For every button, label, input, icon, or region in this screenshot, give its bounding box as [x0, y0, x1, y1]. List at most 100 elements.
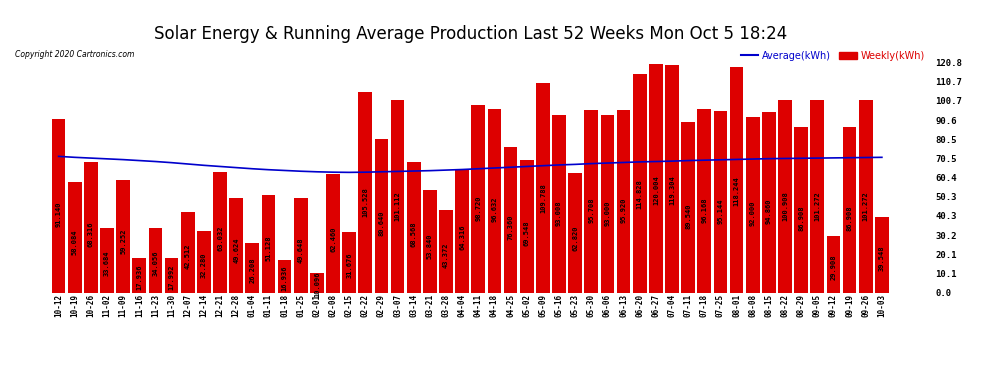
Bar	[778, 100, 792, 292]
Text: 95.144: 95.144	[718, 198, 724, 224]
Bar	[504, 147, 518, 292]
Text: 16.936: 16.936	[281, 265, 288, 291]
Bar	[197, 231, 211, 292]
Bar	[261, 195, 275, 292]
Bar	[310, 273, 324, 292]
Text: 26.208: 26.208	[249, 257, 255, 283]
Bar	[730, 68, 743, 292]
Bar	[181, 211, 195, 292]
Text: 63.032: 63.032	[217, 226, 223, 251]
Bar	[714, 111, 728, 292]
Bar	[488, 108, 501, 292]
Bar	[827, 236, 841, 292]
Text: 29.908: 29.908	[831, 254, 837, 280]
Title: Solar Energy & Running Average Production Last 52 Weeks Mon Oct 5 18:24: Solar Energy & Running Average Productio…	[153, 26, 787, 44]
Bar	[423, 190, 437, 292]
Text: 49.624: 49.624	[234, 237, 240, 263]
Text: 92.000: 92.000	[749, 201, 755, 226]
Bar	[51, 119, 65, 292]
Bar	[633, 74, 646, 292]
Bar	[278, 260, 291, 292]
Bar	[358, 92, 372, 292]
Bar	[455, 170, 469, 292]
Text: 86.908: 86.908	[798, 205, 804, 231]
Text: 10.096: 10.096	[314, 271, 320, 297]
Bar	[133, 258, 147, 292]
Bar	[794, 127, 808, 292]
Text: 120.004: 120.004	[652, 175, 659, 205]
Text: 69.548: 69.548	[524, 220, 530, 246]
Text: 68.568: 68.568	[411, 221, 417, 246]
Text: 34.056: 34.056	[152, 251, 158, 276]
Bar	[536, 84, 549, 292]
Bar	[391, 100, 405, 292]
Text: 49.648: 49.648	[298, 237, 304, 263]
Bar	[520, 160, 534, 292]
Text: 98.720: 98.720	[475, 195, 481, 220]
Text: 17.992: 17.992	[168, 264, 174, 290]
Text: 59.252: 59.252	[120, 229, 126, 255]
Text: 96.632: 96.632	[491, 197, 497, 222]
Text: 58.084: 58.084	[71, 230, 78, 255]
Text: 80.640: 80.640	[378, 211, 384, 236]
Text: 105.528: 105.528	[362, 187, 368, 217]
Bar	[762, 112, 776, 292]
Bar	[116, 180, 130, 292]
Text: 33.684: 33.684	[104, 251, 110, 276]
Text: 118.244: 118.244	[734, 176, 740, 206]
Bar	[407, 162, 421, 292]
Bar	[811, 100, 825, 292]
Bar	[552, 116, 566, 292]
Text: 68.316: 68.316	[88, 221, 94, 247]
Text: 95.708: 95.708	[588, 198, 594, 223]
Legend: Average(kWh), Weekly(kWh): Average(kWh), Weekly(kWh)	[738, 47, 929, 65]
Bar	[875, 217, 889, 292]
Text: 95.920: 95.920	[621, 198, 627, 223]
Bar	[601, 116, 615, 292]
Text: 62.820: 62.820	[572, 226, 578, 251]
Text: 109.788: 109.788	[540, 184, 545, 213]
Bar	[213, 172, 227, 292]
Text: 91.140: 91.140	[55, 202, 61, 227]
Bar	[649, 64, 662, 292]
Text: 96.168: 96.168	[701, 197, 707, 223]
Text: 39.548: 39.548	[879, 246, 885, 272]
Text: 89.540: 89.540	[685, 203, 691, 228]
Bar	[681, 122, 695, 292]
Text: 101.272: 101.272	[862, 191, 869, 220]
Bar	[230, 198, 243, 292]
Text: 101.112: 101.112	[395, 191, 401, 221]
Bar	[294, 198, 308, 292]
Text: 31.676: 31.676	[346, 253, 352, 278]
Bar	[68, 182, 81, 292]
Bar	[100, 228, 114, 292]
Bar	[343, 232, 356, 292]
Text: 100.908: 100.908	[782, 191, 788, 221]
Bar	[859, 100, 872, 292]
Text: 76.360: 76.360	[508, 214, 514, 240]
Text: 101.272: 101.272	[815, 191, 821, 220]
Bar	[665, 65, 679, 292]
Text: 51.128: 51.128	[265, 236, 271, 261]
Text: 53.840: 53.840	[427, 234, 433, 259]
Text: 114.828: 114.828	[637, 179, 643, 209]
Text: 43.372: 43.372	[444, 243, 449, 268]
Text: 86.908: 86.908	[846, 205, 852, 231]
Bar	[164, 258, 178, 292]
Bar	[148, 228, 162, 292]
Bar	[440, 210, 452, 292]
Text: 64.316: 64.316	[459, 225, 465, 250]
Bar	[584, 110, 598, 292]
Bar	[568, 173, 582, 292]
Bar	[842, 127, 856, 292]
Text: 42.512: 42.512	[185, 243, 191, 269]
Text: 94.860: 94.860	[766, 198, 772, 224]
Bar	[246, 243, 259, 292]
Bar	[698, 110, 711, 292]
Text: 119.304: 119.304	[669, 176, 675, 205]
Text: 17.936: 17.936	[137, 264, 143, 290]
Bar	[617, 110, 631, 292]
Bar	[84, 162, 98, 292]
Bar	[326, 174, 340, 292]
Text: Copyright 2020 Cartronics.com: Copyright 2020 Cartronics.com	[15, 50, 134, 59]
